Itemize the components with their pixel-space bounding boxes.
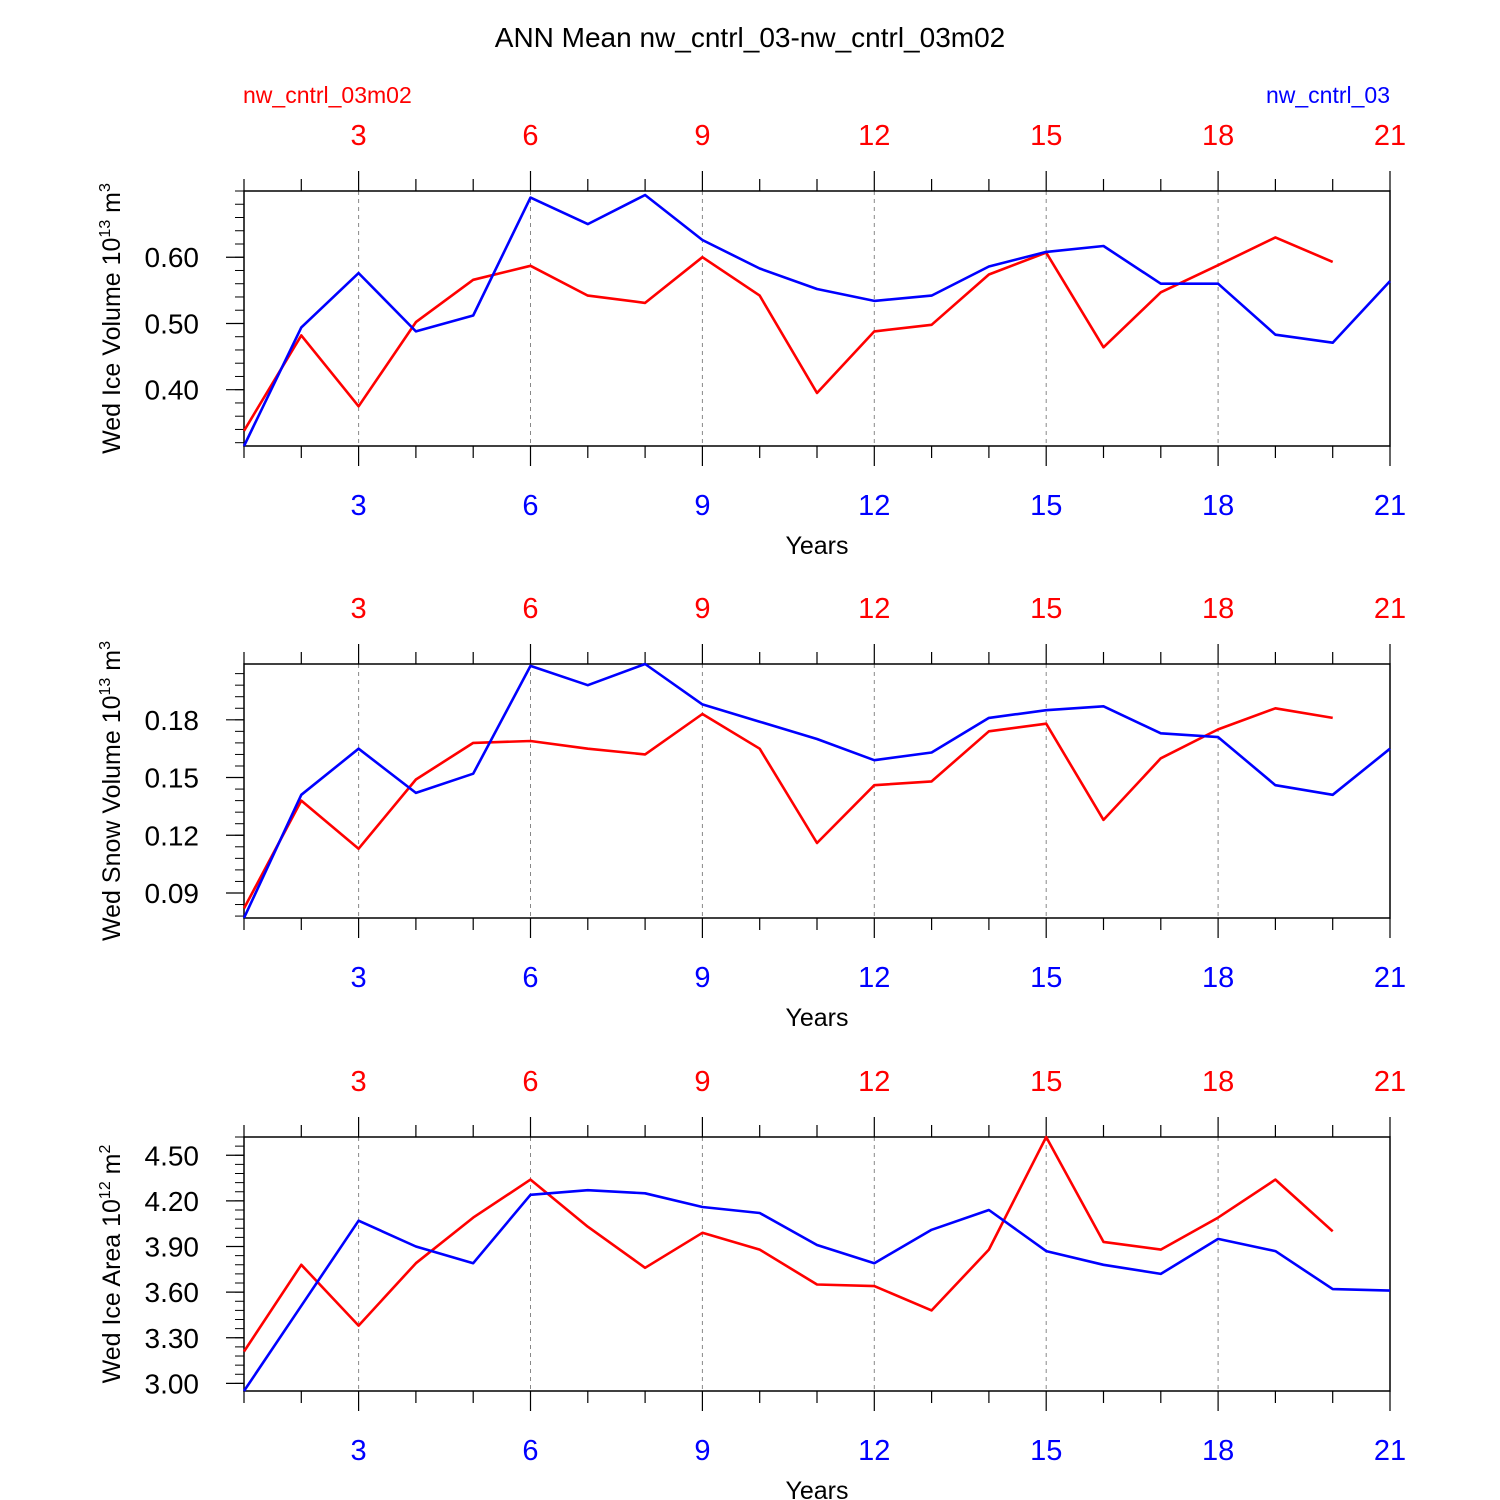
x-tick-label-top: 21 [1374,593,1406,625]
x-tick-label-bottom: 9 [694,1435,710,1467]
x-tick-label-top: 12 [858,593,890,625]
x-tick-label-bottom: 21 [1374,962,1406,994]
x-tick-label-bottom: 21 [1374,1435,1406,1467]
x-tick-label-top: 18 [1202,120,1234,152]
x-tick-label-bottom: 6 [522,490,538,522]
y-tick-label: 3.90 [145,1232,200,1263]
y-tick-label: 3.60 [145,1277,200,1308]
series-line-blue [242,1188,1391,1392]
x-tick-label-top: 15 [1030,1066,1062,1098]
x-tick-label-top: 21 [1374,120,1406,152]
panels: 3 3 6 6 9 9 12 12 15 15 18 18 21 21 Years 0.40 0.50 0.60 W… [97,120,1406,1500]
x-tick-label-bottom: 6 [522,962,538,994]
left-series-label: nw_cntrl_03m02 [243,82,412,108]
y-tick-label: 3.30 [145,1323,200,1354]
x-tick-label-top: 15 [1030,120,1062,152]
y-tick-label: 0.09 [145,878,200,909]
x-axis-label: Years [785,1477,848,1500]
x-tick-label-top: 3 [351,593,367,625]
chart-panel-1: 3 3 6 6 9 9 12 12 15 15 18 18 21 21 Years 0.40 0.50 0.60 W… [97,120,1406,560]
x-tick-label-top: 6 [522,1066,538,1098]
y-tick-label: 0.12 [145,820,200,851]
y-axis-label: Wed Snow Volume 1013 m3 [97,641,126,941]
x-tick-label-bottom: 12 [858,962,890,994]
y-tick-label: 0.50 [145,308,200,339]
x-tick-label-top: 15 [1030,593,1062,625]
x-tick-label-top: 18 [1202,593,1234,625]
x-tick-label-top: 12 [858,1066,890,1098]
x-axis-label: Years [785,1004,848,1032]
right-series-label: nw_cntrl_03 [1266,82,1390,108]
figure-title: ANN Mean nw_cntrl_03-nw_cntrl_03m02 [495,22,1005,53]
x-tick-label-bottom: 12 [858,490,890,522]
x-tick-label-bottom: 3 [351,962,367,994]
x-tick-label-top: 12 [858,120,890,152]
x-axis-label: Years [785,532,848,560]
x-tick-label-top: 6 [522,593,538,625]
y-tick-label: 0.18 [145,705,200,736]
x-tick-label-top: 6 [522,120,538,152]
series-line-blue [242,662,1391,919]
x-tick-label-bottom: 15 [1030,962,1062,994]
x-tick-label-bottom: 9 [694,490,710,522]
x-tick-label-top: 3 [351,120,367,152]
x-tick-label-bottom: 18 [1202,962,1234,994]
x-tick-label-bottom: 3 [351,490,367,522]
chart-panel-2: 3 3 6 6 9 9 12 12 15 15 18 18 21 21 Years 0.09 0.12 0.15 0… [97,593,1406,1032]
x-tick-label-bottom: 9 [694,962,710,994]
x-tick-label-bottom: 6 [522,1435,538,1467]
x-tick-label-top: 18 [1202,1066,1234,1098]
x-tick-label-bottom: 18 [1202,490,1234,522]
y-axis-label: Wed Ice Volume 1013 m3 [97,183,126,454]
y-tick-label: 0.60 [145,242,200,273]
x-tick-label-bottom: 3 [351,1435,367,1467]
x-tick-label-bottom: 15 [1030,490,1062,522]
x-tick-label-top: 9 [694,593,710,625]
x-tick-label-top: 21 [1374,1066,1406,1098]
series-line-red [242,706,1333,910]
y-tick-label: 0.40 [145,375,200,406]
chart-panel-3: 3 3 6 6 9 9 12 12 15 15 18 18 21 21 Years 3.00 3.30 3.60 3… [97,1066,1406,1500]
y-tick-label: 4.50 [145,1140,200,1171]
series-line-red [242,1135,1334,1353]
x-tick-label-bottom: 18 [1202,1435,1234,1467]
x-tick-label-top: 9 [694,1066,710,1098]
x-tick-label-top: 9 [694,120,710,152]
series-line-blue [242,193,1391,447]
y-axis-label: Wed Ice Area 1012 m2 [97,1144,126,1383]
y-tick-label: 3.00 [145,1368,200,1399]
series-line-red [242,236,1334,432]
x-tick-label-bottom: 15 [1030,1435,1062,1467]
x-tick-label-bottom: 12 [858,1435,890,1467]
plot-frame [243,663,1391,919]
x-tick-label-top: 3 [351,1066,367,1098]
y-tick-label: 4.20 [145,1186,200,1217]
x-tick-label-bottom: 21 [1374,490,1406,522]
y-tick-label: 0.15 [145,763,200,794]
